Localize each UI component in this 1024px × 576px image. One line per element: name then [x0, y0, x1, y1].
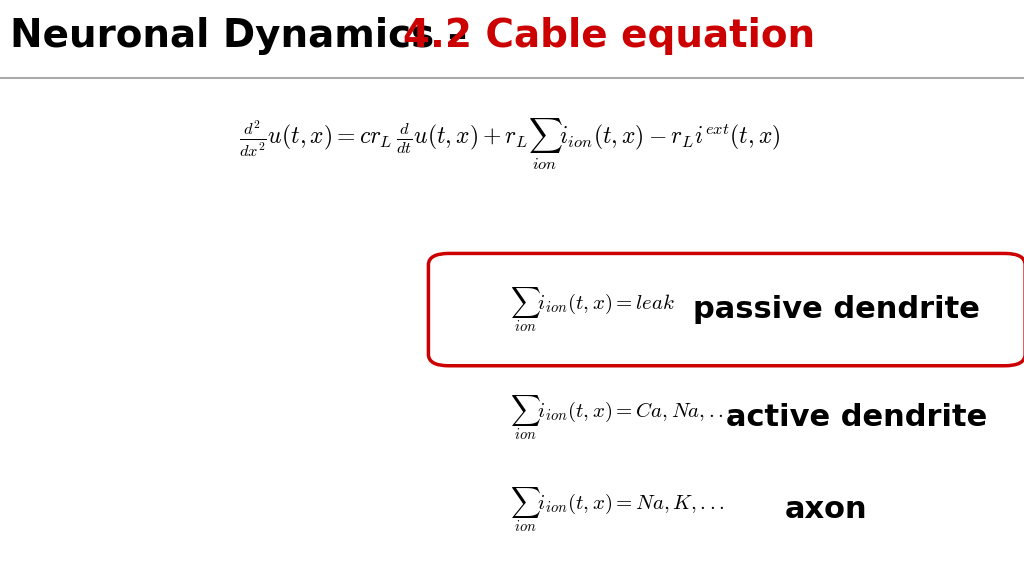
- Text: $\sum_{ion}i_{ion}(t,x) = Ca, Na,...$: $\sum_{ion}i_{ion}(t,x) = Ca, Na,...$: [510, 393, 733, 442]
- Text: $\frac{d^2}{dx^2}u(t,x) = cr_L\,\frac{d}{dt}u(t,x) + r_L\sum_{ion}i_{ion}(t,x) -: $\frac{d^2}{dx^2}u(t,x) = cr_L\,\frac{d}…: [240, 116, 780, 172]
- Text: $\sum_{ion}i_{ion}(t,x) = leak$: $\sum_{ion}i_{ion}(t,x) = leak$: [510, 286, 675, 334]
- Text: Neuronal Dynamics –: Neuronal Dynamics –: [10, 17, 481, 55]
- Text: 4.2 Cable equation: 4.2 Cable equation: [402, 17, 815, 55]
- Text: active dendrite: active dendrite: [726, 403, 987, 432]
- Text: passive dendrite: passive dendrite: [693, 295, 980, 324]
- Text: $\sum_{ion}i_{ion}(t,x) = Na, K,...$: $\sum_{ion}i_{ion}(t,x) = Na, K,...$: [510, 486, 725, 534]
- FancyBboxPatch shape: [428, 253, 1024, 366]
- Text: axon: axon: [785, 495, 867, 524]
